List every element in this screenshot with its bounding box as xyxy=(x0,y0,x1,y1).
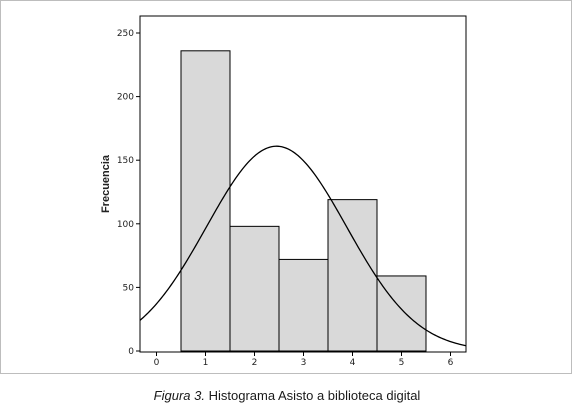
histogram-bar xyxy=(327,199,378,352)
y-tick-label: 250 xyxy=(117,29,134,39)
x-tick-label: 2 xyxy=(252,358,258,368)
y-tick-label: 0 xyxy=(128,347,134,357)
y-tick-label: 200 xyxy=(117,93,134,103)
histogram-chart: 0 50 100 150 200 250 0 1 2 3 4 5 6 Frecuencia xyxy=(100,15,467,368)
x-tick-label: 0 xyxy=(154,358,160,368)
histogram-bar xyxy=(229,225,280,352)
y-tick-label: 100 xyxy=(117,220,134,230)
histogram-bar xyxy=(180,50,231,352)
figure-label: Figura 3. xyxy=(153,388,205,403)
y-tick-label: 50 xyxy=(123,283,135,293)
y-axis: 0 50 100 150 200 250 xyxy=(117,29,140,357)
x-tick-label: 6 xyxy=(448,358,454,368)
figure-caption: Figura 3. Histograma Asisto a biblioteca… xyxy=(0,388,574,403)
histogram-bar xyxy=(278,258,329,352)
x-tick-label: 1 xyxy=(203,358,209,368)
normal-curve xyxy=(139,145,467,347)
x-axis: 0 1 2 3 4 5 6 xyxy=(154,352,454,368)
x-tick-label: 4 xyxy=(350,358,356,368)
y-axis-label: Frecuencia xyxy=(100,154,112,213)
caption-text: Histograma Asisto a biblioteca digital xyxy=(204,388,421,403)
y-tick-label: 150 xyxy=(117,156,134,166)
x-tick-label: 3 xyxy=(301,358,307,368)
x-tick-label: 5 xyxy=(399,358,405,368)
